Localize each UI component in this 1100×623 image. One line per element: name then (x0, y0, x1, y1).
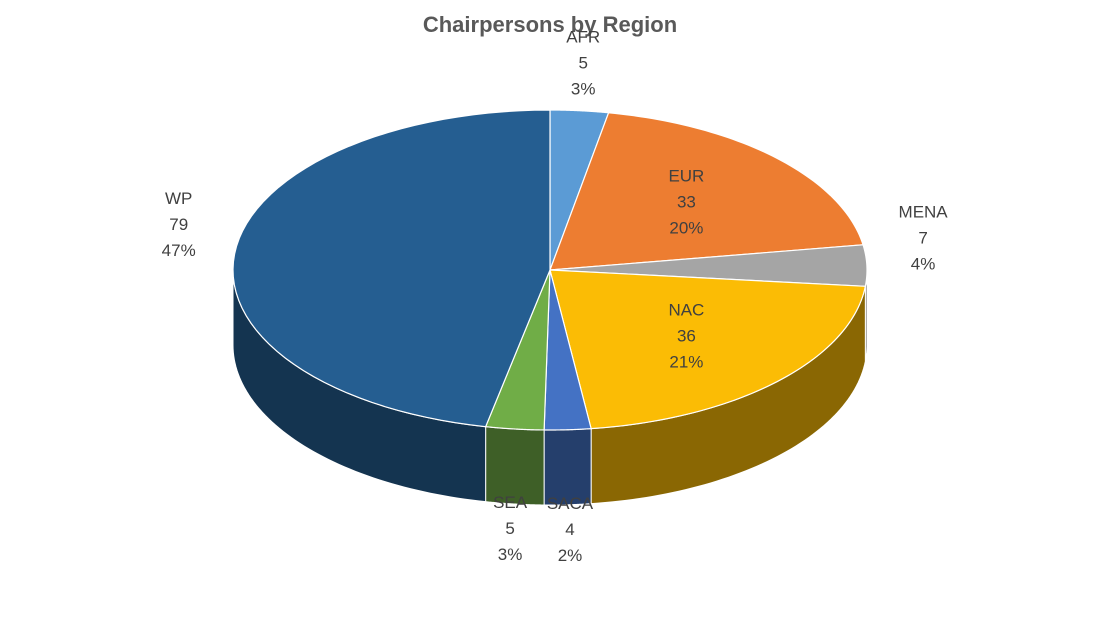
data-label: 5 (505, 519, 514, 538)
data-label: 2% (558, 546, 583, 565)
data-label: 4% (911, 254, 936, 273)
data-label: 3% (498, 545, 523, 564)
data-label: 3% (571, 79, 596, 98)
slice (549, 269, 867, 430)
data-label: 5 (578, 53, 587, 72)
data-label: 79 (169, 215, 188, 234)
data-label: 47% (162, 241, 196, 260)
data-label: 21% (669, 352, 703, 371)
data-label: 20% (669, 219, 703, 238)
data-label: 4 (565, 520, 574, 539)
slice (232, 109, 551, 428)
slice (549, 244, 868, 287)
slice (543, 269, 592, 431)
data-label: 36 (677, 326, 696, 345)
data-label: WP (165, 189, 192, 208)
data-label: SACA (547, 494, 594, 513)
data-label: EUR (668, 167, 704, 186)
data-label: NAC (668, 300, 704, 319)
data-label: 33 (677, 193, 696, 212)
data-label: SEA (493, 493, 528, 512)
data-label: 7 (918, 228, 927, 247)
data-label: AFR (566, 27, 600, 46)
data-label: MENA (899, 202, 949, 221)
chart-title: Chairpersons by Region (423, 12, 677, 37)
slice (549, 112, 864, 271)
